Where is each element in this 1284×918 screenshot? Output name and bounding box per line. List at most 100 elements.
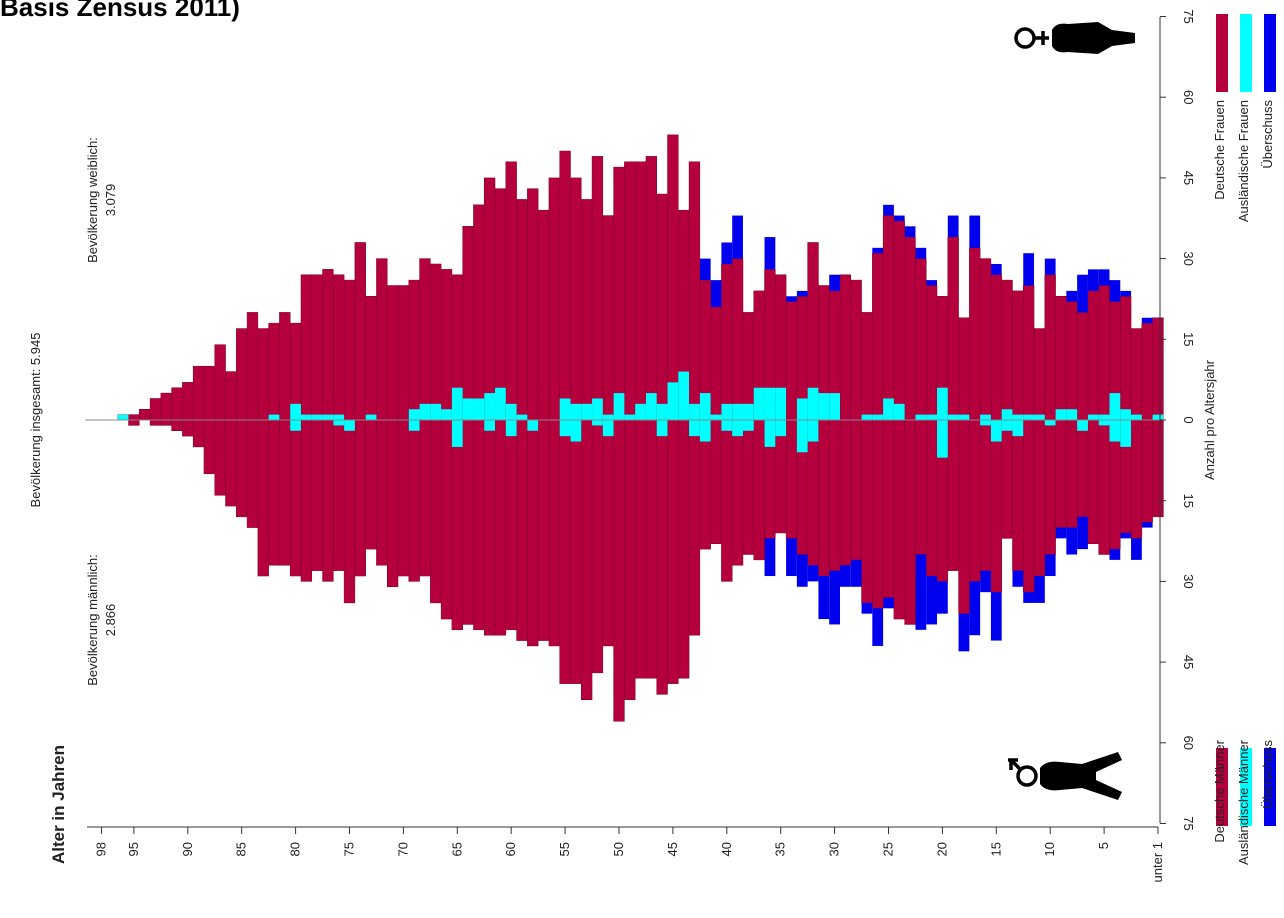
bar-male-surplus — [807, 565, 819, 582]
bar-female-german — [397, 285, 410, 421]
bar-female-german — [279, 312, 291, 421]
bar-male-german — [990, 419, 1002, 593]
legend-label-male: Deutsche Männer — [1212, 739, 1227, 842]
bar-female-german — [1120, 296, 1132, 421]
bar-male-german — [182, 419, 194, 437]
bar-female-german — [1152, 317, 1164, 421]
bar-female-german — [236, 328, 248, 421]
bar-female-foreign — [1034, 414, 1045, 420]
bar-female-german — [171, 387, 183, 421]
bar-male-surplus — [1044, 554, 1056, 577]
bar-male-surplus — [990, 592, 1002, 641]
bar-female-foreign — [796, 398, 808, 420]
bar-female-foreign — [1109, 393, 1121, 420]
bar-male-german — [667, 419, 679, 684]
age-tick-label: 90 — [180, 842, 195, 856]
bar-male-german — [591, 419, 604, 674]
bar-female-german — [893, 220, 905, 421]
bar-female-german — [440, 269, 453, 421]
bar-female-german — [570, 177, 582, 421]
bar-male-german — [527, 419, 539, 647]
age-tick-label: 5 — [1096, 842, 1111, 849]
bar-female-german — [925, 285, 938, 421]
bar-male-german — [257, 419, 269, 577]
bar-male-german — [462, 419, 474, 625]
bar-male-surplus — [764, 538, 776, 577]
bar-male-german — [1012, 419, 1024, 571]
bar-male-german — [268, 419, 280, 566]
bar-female-foreign — [365, 414, 377, 420]
bar-female-german — [300, 274, 313, 421]
bar-male-foreign — [937, 420, 948, 458]
bar-female-german — [1044, 274, 1056, 421]
bar-female-german — [182, 382, 194, 421]
bar-male-foreign — [1044, 420, 1056, 426]
bar-female-foreign — [1023, 414, 1035, 420]
bar-female-german — [882, 215, 895, 421]
bar-male-foreign — [559, 420, 571, 437]
bar-female-foreign — [1012, 414, 1024, 420]
bar-female-foreign — [818, 393, 830, 420]
bar-male-foreign — [796, 420, 808, 453]
bar-male-foreign — [1001, 420, 1013, 431]
bar-female-surplus — [904, 226, 916, 238]
bar-male-surplus — [980, 570, 991, 593]
female-figure-icon — [1014, 22, 1135, 54]
bar-female-german — [268, 322, 280, 421]
text-layer: 75 60 45 30 15 0 15 30 45 60 75 Anzahl pro Altersja… — [28, 9, 1217, 882]
bar-male-surplus — [1066, 527, 1078, 555]
bar-female-german — [149, 398, 162, 421]
bar-male-german — [505, 419, 517, 631]
bar-male-german — [634, 419, 647, 679]
bar-male-german — [537, 419, 550, 641]
bar-female-german — [602, 215, 614, 421]
bar-female-german — [1012, 290, 1024, 421]
bar-female-german — [688, 161, 701, 421]
bar-female-german — [516, 199, 528, 421]
bar-female-german — [1023, 285, 1035, 421]
bar-female-surplus — [915, 247, 927, 259]
bar-female-foreign — [300, 414, 312, 420]
bar-male-foreign — [732, 420, 743, 437]
bar-male-german — [969, 419, 981, 582]
bar-female-german — [333, 274, 345, 421]
female-symbol-circle — [1014, 27, 1036, 49]
age-tick-label: 55 — [557, 842, 572, 856]
age-tick-label: 75 — [342, 842, 357, 856]
bar-female-foreign — [937, 387, 948, 420]
age-tick-label: 98 — [94, 842, 109, 856]
bar-female-surplus — [990, 263, 1002, 275]
age-tick-label: 65 — [449, 842, 464, 856]
bar-male-german — [343, 419, 356, 604]
male-symbol-circle — [1016, 765, 1038, 787]
bar-male-foreign — [980, 420, 991, 426]
age-tick-label: 45 — [665, 842, 680, 856]
bar-male-german — [731, 419, 744, 566]
bar-female-surplus — [883, 204, 894, 216]
bar-male-foreign — [1120, 420, 1132, 447]
chart-title: Basis Zensus 2011) — [0, 0, 240, 22]
age-tick-label: 60 — [503, 842, 518, 856]
female-total-label: Bevölkerung weiblich: — [85, 137, 100, 263]
bar-male-foreign — [775, 420, 787, 437]
bar-male-german — [915, 419, 927, 555]
bar-male-german — [1098, 419, 1110, 555]
bar-male-foreign — [570, 420, 582, 442]
bar-female-german — [408, 279, 420, 421]
bar-male-german — [861, 419, 873, 604]
bar-male-german — [742, 419, 754, 555]
bar-female-foreign — [602, 414, 614, 420]
bar-male-german — [678, 419, 690, 679]
bar-male-german — [473, 419, 485, 631]
axis-layer — [85, 16, 1166, 834]
bar-male-german — [149, 419, 162, 426]
bar-female-german — [246, 312, 259, 421]
bar-female-foreign — [980, 414, 991, 420]
bar-female-surplus — [872, 247, 884, 254]
bar-female-surplus — [732, 215, 743, 259]
male-total-value: 2.866 — [103, 604, 118, 637]
legend-swatch-female — [1264, 14, 1276, 92]
bar-female-foreign — [441, 409, 452, 420]
bar-female-surplus — [1120, 290, 1132, 297]
bar-male-german — [225, 419, 237, 507]
